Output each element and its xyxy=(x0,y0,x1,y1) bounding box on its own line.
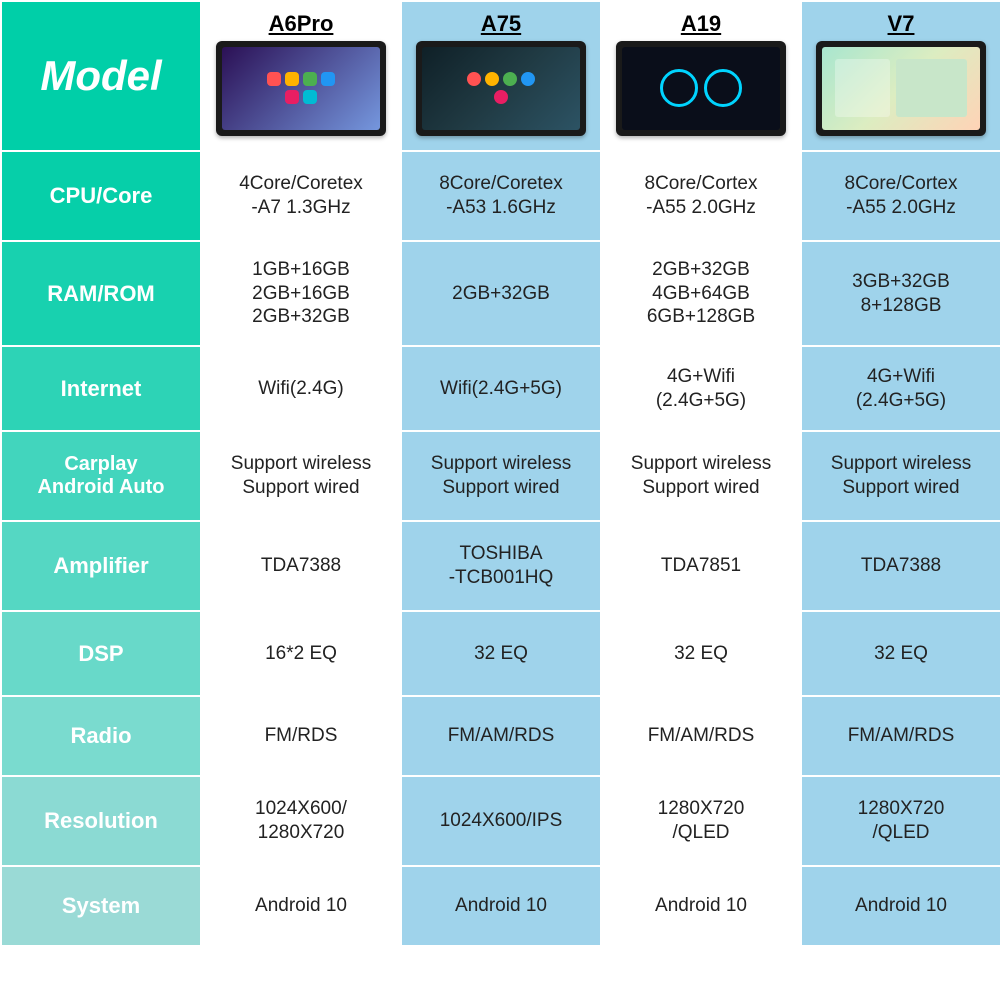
cell-ram: 2GB+32GB4GB+64GB6GB+128GB xyxy=(601,241,801,346)
cell-resolution: 1024X600/1280X720 xyxy=(201,776,401,866)
cell-internet: 4G+Wifi(2.4G+5G) xyxy=(601,346,801,431)
row-label-carplay: CarplayAndroid Auto xyxy=(1,431,201,521)
cell-cpu: 8Core/Coretex-A53 1.6GHz xyxy=(401,151,601,241)
cell-cpu: 4Core/Coretex-A7 1.3GHz xyxy=(201,151,401,241)
cell-dsp: 32 EQ xyxy=(801,611,1000,696)
model-name: V7 xyxy=(806,11,996,41)
cell-cpu: 8Core/Cortex-A55 2.0GHz xyxy=(801,151,1000,241)
model-header-cell: A19 xyxy=(601,1,801,151)
cell-system: Android 10 xyxy=(601,866,801,946)
comparison-table: ModelA6Pro A75 A19 V7 CPU/Core4Core/Coretex-… xyxy=(0,0,1000,947)
cell-system: Android 10 xyxy=(401,866,601,946)
device-image xyxy=(406,41,596,136)
cell-carplay: Support wirelessSupport wired xyxy=(601,431,801,521)
cell-resolution: 1280X720/QLED xyxy=(601,776,801,866)
cell-radio: FM/AM/RDS xyxy=(401,696,601,776)
row-label-radio: Radio xyxy=(1,696,201,776)
cell-radio: FM/RDS xyxy=(201,696,401,776)
row-label-cpu: CPU/Core xyxy=(1,151,201,241)
row-label-amplifier: Amplifier xyxy=(1,521,201,611)
row-label-resolution: Resolution xyxy=(1,776,201,866)
cell-dsp: 32 EQ xyxy=(601,611,801,696)
cell-carplay: Support wirelessSupport wired xyxy=(801,431,1000,521)
cell-amplifier: TDA7388 xyxy=(201,521,401,611)
cell-internet: Wifi(2.4G) xyxy=(201,346,401,431)
model-header-cell: V7 xyxy=(801,1,1000,151)
device-image xyxy=(606,41,796,136)
cell-system: Android 10 xyxy=(801,866,1000,946)
cell-ram: 3GB+32GB8+128GB xyxy=(801,241,1000,346)
cell-radio: FM/AM/RDS xyxy=(601,696,801,776)
row-label-ram: RAM/ROM xyxy=(1,241,201,346)
row-label-dsp: DSP xyxy=(1,611,201,696)
cell-carplay: Support wirelessSupport wired xyxy=(201,431,401,521)
model-header-cell: A6Pro xyxy=(201,1,401,151)
device-image xyxy=(806,41,996,136)
cell-amplifier: TDA7388 xyxy=(801,521,1000,611)
cell-cpu: 8Core/Cortex-A55 2.0GHz xyxy=(601,151,801,241)
cell-carplay: Support wirelessSupport wired xyxy=(401,431,601,521)
row-label-model: Model xyxy=(1,1,201,151)
cell-ram: 1GB+16GB2GB+16GB2GB+32GB xyxy=(201,241,401,346)
cell-internet: 4G+Wifi(2.4G+5G) xyxy=(801,346,1000,431)
model-name: A75 xyxy=(406,11,596,41)
cell-resolution: 1024X600/IPS xyxy=(401,776,601,866)
cell-ram: 2GB+32GB xyxy=(401,241,601,346)
row-label-internet: Internet xyxy=(1,346,201,431)
cell-dsp: 32 EQ xyxy=(401,611,601,696)
cell-dsp: 16*2 EQ xyxy=(201,611,401,696)
cell-internet: Wifi(2.4G+5G) xyxy=(401,346,601,431)
cell-system: Android 10 xyxy=(201,866,401,946)
cell-radio: FM/AM/RDS xyxy=(801,696,1000,776)
model-header-cell: A75 xyxy=(401,1,601,151)
cell-resolution: 1280X720/QLED xyxy=(801,776,1000,866)
model-name: A19 xyxy=(606,11,796,41)
cell-amplifier: TOSHIBA-TCB001HQ xyxy=(401,521,601,611)
row-label-system: System xyxy=(1,866,201,946)
cell-amplifier: TDA7851 xyxy=(601,521,801,611)
device-image xyxy=(206,41,396,136)
model-name: A6Pro xyxy=(206,11,396,41)
